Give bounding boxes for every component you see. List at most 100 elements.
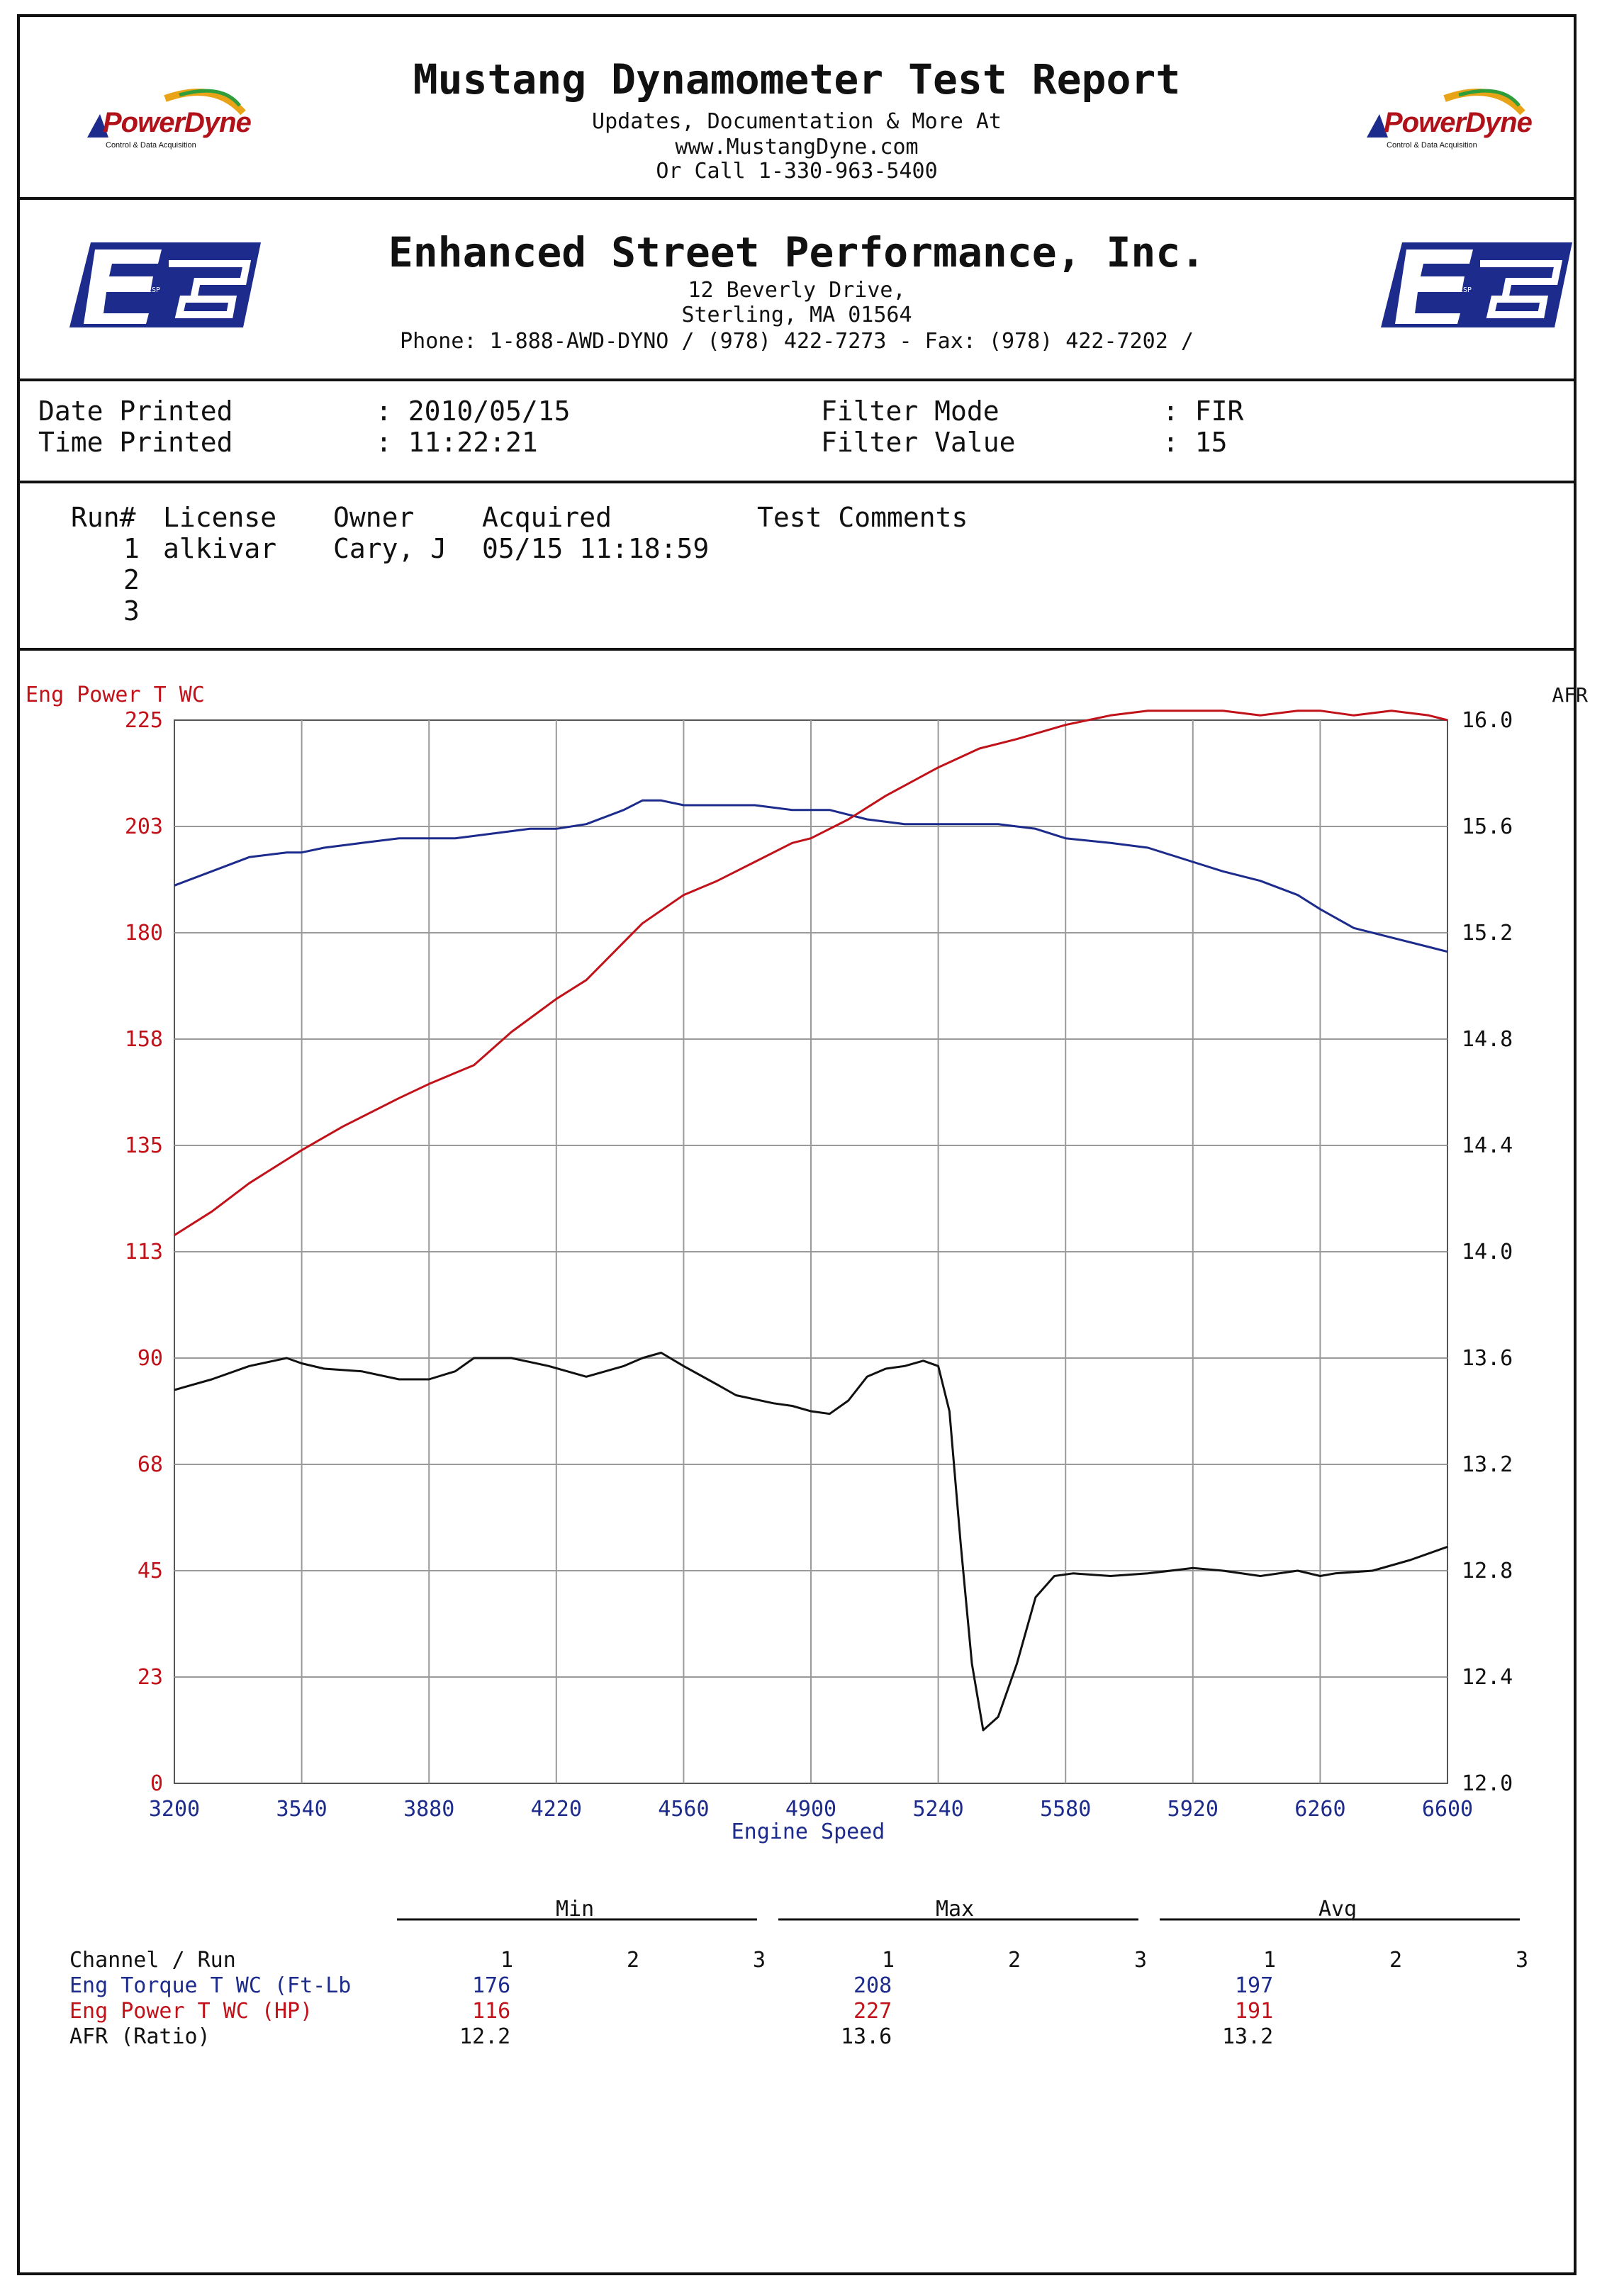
powerdyne-logo-text: PowerDyne <box>103 107 252 138</box>
y-left-tick-label: 180 <box>125 921 163 946</box>
stats-min-run-1: 1 <box>500 1948 514 1973</box>
stats-max-run-3: 3 <box>1134 1948 1148 1973</box>
stats-torque-label: Eng Torque T WC (Ft-Lb <box>69 1973 352 1998</box>
right-axis-label: AFR <box>1552 683 1588 707</box>
run-header-run: Run# <box>71 502 136 533</box>
torque-series-line <box>174 799 1448 953</box>
x-tick-label: 4560 <box>658 1797 709 1822</box>
y-left-tick-label: 135 <box>125 1133 163 1158</box>
shop-address-line1: 12 Beverly Drive, <box>688 278 906 303</box>
x-tick-label: 6260 <box>1294 1797 1345 1822</box>
run-list: Run# License Owner Acquired Test Comment… <box>17 481 1577 651</box>
x-tick-label: 3540 <box>276 1797 327 1822</box>
stats-afr-avg: 13.2 <box>1222 2024 1274 2049</box>
run-header-acquired: Acquired <box>482 502 612 533</box>
esp-logo-left-icon: ESP <box>69 242 261 327</box>
stats-min-run-2: 2 <box>627 1948 640 1973</box>
header-website-line: www.MustangDyne.com <box>675 135 919 159</box>
stats-torque-max: 208 <box>853 1973 892 1998</box>
x-tick-label: 4900 <box>785 1797 836 1822</box>
x-tick-label: 6600 <box>1422 1797 1473 1822</box>
run-1-license: alkivar <box>163 533 277 564</box>
powerdyne-logo-left: PowerDyne Control & Data Acquisition <box>59 84 271 155</box>
shop-phone-line: Phone: 1-888-AWD-DYNO / (978) 422-7273 -… <box>400 329 1194 354</box>
stats-avg-run-2: 2 <box>1389 1948 1403 1973</box>
stats-group-avg: Avg <box>1318 1897 1357 1922</box>
y-left-tick-label: 23 <box>138 1665 163 1690</box>
stats-group-min: Min <box>556 1897 595 1922</box>
powerdyne-swoosh-icon <box>87 89 246 138</box>
y-left-tick-label: 68 <box>138 1452 163 1477</box>
run-header-owner: Owner <box>333 502 415 533</box>
stats-avg-run-1: 1 <box>1263 1948 1277 1973</box>
time-printed-value: : 11:22:21 <box>376 427 538 458</box>
date-printed-label: Date Printed <box>38 396 233 427</box>
powerdyne-logo-subtext: Control & Data Acquisition <box>106 141 196 150</box>
stats-afr-max: 13.6 <box>841 2024 892 2049</box>
y-right-tick-label: 15.2 <box>1462 921 1513 946</box>
y-right-tick-label: 12.0 <box>1462 1771 1513 1796</box>
x-tick-label: 3200 <box>149 1797 200 1822</box>
x-axis-label: Engine Speed <box>732 1819 885 1844</box>
stats-afr-label: AFR (Ratio) <box>69 2024 211 2049</box>
shop-header: ESP ESP Enhanced Street Performance, Inc… <box>17 197 1577 381</box>
stats-max-run-1: 1 <box>882 1948 895 1973</box>
x-tick-label: 5240 <box>912 1797 963 1822</box>
y-right-tick-label: 12.4 <box>1462 1665 1513 1690</box>
stats-power-max: 227 <box>853 1999 892 2024</box>
y-left-tick-label: 0 <box>150 1771 163 1796</box>
x-tick-label: 5920 <box>1167 1797 1219 1822</box>
y-right-tick-label: 15.6 <box>1462 814 1513 839</box>
stats-min-run-3: 3 <box>753 1948 766 1973</box>
powerdyne-logo-right: PowerDyne Control & Data Acquisition <box>1367 84 1579 155</box>
y-right-tick-label: 14.0 <box>1462 1240 1513 1264</box>
stats-channel-run-label: Channel / Run <box>69 1948 236 1973</box>
y-left-tick-label: 203 <box>125 814 163 839</box>
y-left-tick-label: 158 <box>125 1027 163 1052</box>
run-1-owner: Cary, J <box>333 533 447 564</box>
y-right-tick-label: 13.6 <box>1462 1346 1513 1371</box>
stats-torque-min: 176 <box>472 1973 511 1998</box>
left-axis-label: Eng Power T WC <box>26 683 205 707</box>
run-1-acquired: 05/15 11:18:59 <box>482 533 710 564</box>
stats-power-min: 116 <box>472 1999 511 2024</box>
y-right-tick-label: 14.8 <box>1462 1027 1513 1052</box>
y-right-tick-label: 13.2 <box>1462 1452 1513 1477</box>
filter-value-label: Filter Value <box>821 427 1016 458</box>
filter-value-value: : 15 <box>1163 427 1228 458</box>
run-3-number: 3 <box>123 595 140 627</box>
y-right-tick-label: 14.4 <box>1462 1133 1513 1158</box>
shop-address-line2: Sterling, MA 01564 <box>681 303 912 327</box>
afr-series-line <box>174 1352 1448 1732</box>
esp-logo-text: ESP <box>1459 286 1472 294</box>
run-header-license: License <box>163 502 277 533</box>
report-title: Mustang Dynamometer Test Report <box>413 55 1181 103</box>
y-right-tick-label: 12.8 <box>1462 1559 1513 1583</box>
header-phone-line: Or Call 1-330-963-5400 <box>656 159 938 184</box>
run-1-number: 1 <box>123 533 140 564</box>
stats-group-max: Max <box>936 1897 975 1922</box>
chart-series <box>174 710 1448 1732</box>
y-left-tick-label: 225 <box>125 708 163 733</box>
y-left-tick-label: 113 <box>125 1240 163 1264</box>
x-tick-label: 3880 <box>403 1797 454 1822</box>
chart-ticks: 3200 3540 3880 4220 4560 4900 5240 5580 5920 6260… <box>125 708 1513 1822</box>
x-tick-label: 5580 <box>1040 1797 1091 1822</box>
x-tick-label: 4220 <box>531 1797 582 1822</box>
stats-avg-run-3: 3 <box>1516 1948 1529 1973</box>
filter-mode-value: : FIR <box>1163 396 1244 427</box>
powerdyne-swoosh-icon <box>1367 89 1525 138</box>
stats-afr-min: 12.2 <box>459 2024 511 2049</box>
shop-name: Enhanced Street Performance, Inc. <box>388 228 1206 276</box>
time-printed-label: Time Printed <box>38 427 233 458</box>
filter-mode-label: Filter Mode <box>821 396 999 427</box>
stats-power-avg: 191 <box>1235 1999 1274 2024</box>
stats-max-run-2: 2 <box>1008 1948 1021 1973</box>
esp-logo-right-icon: ESP <box>1381 242 1572 327</box>
esp-logo-text: ESP <box>147 286 160 294</box>
y-right-tick-label: 16.0 <box>1462 708 1513 733</box>
powerdyne-logo-text: PowerDyne <box>1384 107 1533 138</box>
stats-torque-avg: 197 <box>1235 1973 1274 1998</box>
